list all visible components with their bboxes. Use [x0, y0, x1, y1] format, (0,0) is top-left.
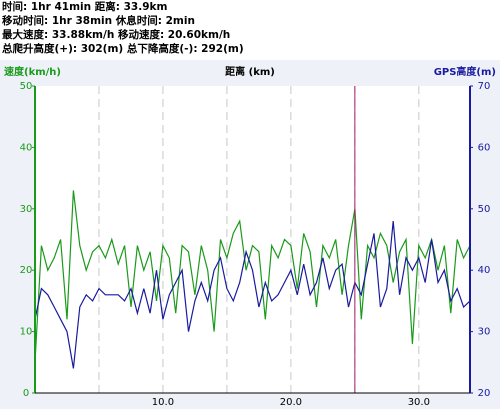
y-tick-label: 10 — [20, 327, 33, 338]
summary-line: 时间: 1hr 41min 距离: 33.9km — [2, 1, 168, 13]
plot-area — [35, 86, 470, 393]
summary-line: 总爬升高度(+): 302(m) 总下降高度(-): 292(m) — [2, 43, 244, 55]
series-line — [34, 221, 471, 369]
x-tick-label: 30.0 — [408, 397, 430, 408]
y2-axis-label: GPS高度(m) — [434, 65, 496, 78]
y2-tick-label: 70 — [478, 81, 491, 92]
y2-tick-label: 50 — [478, 204, 491, 215]
y-tick-label: 50 — [20, 81, 33, 92]
y2-tick-label: 60 — [478, 142, 491, 153]
series-line — [34, 190, 471, 363]
summary: 时间: 1hr 41min 距离: 33.9km 移动时间: 1hr 38min… — [2, 0, 244, 56]
y-tick-label: 30 — [20, 204, 33, 215]
y2-tick-label: 30 — [478, 327, 491, 338]
summary-line: 移动时间: 1hr 38min 休息时间: 2min — [2, 15, 195, 27]
y2-tick-label: 40 — [478, 265, 491, 276]
summary-line: 最大速度: 33.88km/h 移动速度: 20.60km/h — [2, 29, 231, 41]
y2-tick-label: 20 — [478, 388, 491, 399]
y-axis-label: 速度(km/h) — [4, 65, 61, 78]
y-tick-label: 0 — [23, 388, 29, 399]
x-tick-label: 20.0 — [280, 397, 302, 408]
x-tick-label: 10.0 — [152, 397, 174, 408]
y-tick-label: 40 — [20, 142, 33, 153]
x-axis-label: 距离 (km) — [225, 65, 275, 78]
y-tick-label: 20 — [20, 265, 33, 276]
